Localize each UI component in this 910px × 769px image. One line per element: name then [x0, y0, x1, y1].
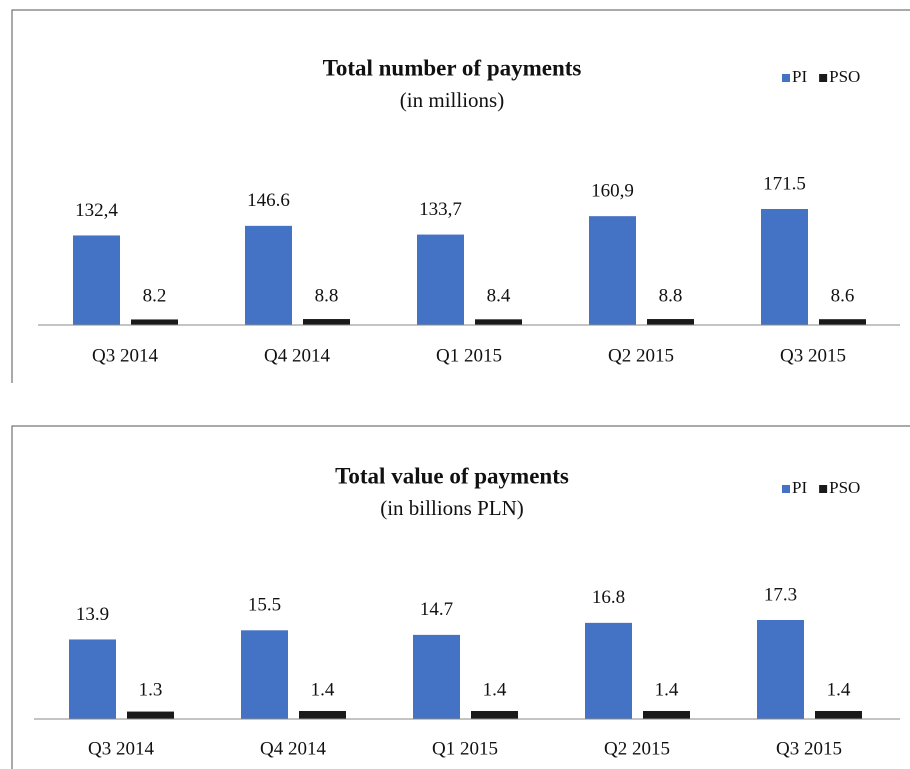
legend-swatch	[819, 485, 828, 493]
chart-subtitle: (in millions)	[400, 88, 504, 112]
x-tick-label: Q3 2015	[780, 345, 846, 366]
legend-label: PI	[792, 478, 807, 497]
data-label: 132,4	[75, 200, 118, 221]
data-label: 8.4	[487, 285, 511, 306]
data-label: 146.6	[247, 190, 290, 211]
bar	[69, 639, 116, 719]
bar	[413, 634, 460, 719]
x-tick-label: Q4 2014	[264, 345, 330, 366]
bar	[585, 622, 632, 719]
data-label: 8.2	[143, 285, 167, 306]
chart-title: Total value of payments	[335, 463, 569, 488]
bar	[761, 209, 808, 325]
x-tick-label: Q4 2014	[260, 738, 326, 759]
bar	[815, 710, 862, 719]
bar	[647, 319, 694, 325]
frame	[11, 425, 910, 769]
bar	[475, 319, 522, 325]
bar	[819, 319, 866, 325]
chart-title: Total number of payments	[323, 55, 582, 80]
bar	[241, 630, 288, 719]
data-label: 160,9	[591, 181, 634, 202]
data-label: 15.5	[248, 595, 281, 616]
data-label: 17.3	[764, 584, 797, 605]
bar	[73, 235, 120, 325]
x-tick-label: Q2 2015	[604, 738, 670, 759]
x-tick-label: Q1 2015	[436, 345, 502, 366]
data-label: 1.3	[139, 679, 163, 700]
bar	[303, 319, 350, 325]
legend-swatch	[782, 74, 790, 82]
data-label: 1.4	[655, 679, 679, 700]
bar	[757, 620, 804, 719]
x-tick-label: Q3 2014	[92, 345, 158, 366]
data-label: 8.6	[831, 285, 855, 306]
bar	[643, 710, 690, 719]
legend-swatch	[782, 485, 790, 493]
bar	[127, 711, 174, 719]
legend-label: PSO	[829, 67, 860, 86]
legend-label: PI	[792, 67, 807, 86]
x-tick-label: Q3 2015	[776, 738, 842, 759]
data-label: 1.4	[483, 679, 507, 700]
data-label: 1.4	[311, 679, 335, 700]
data-label: 8.8	[315, 285, 339, 306]
data-label: 133,7	[419, 199, 462, 220]
data-label: 1.4	[827, 679, 851, 700]
data-label: 14.7	[420, 599, 453, 620]
bar	[131, 319, 178, 325]
bar	[299, 710, 346, 719]
data-label: 171.5	[763, 173, 806, 194]
legend-swatch	[819, 74, 828, 82]
bar	[417, 234, 464, 325]
chart-subtitle: (in billions PLN)	[380, 496, 524, 520]
data-label: 8.8	[659, 285, 683, 306]
frame	[11, 9, 910, 383]
bar	[245, 225, 292, 325]
legend-label: PSO	[829, 478, 860, 497]
data-label: 13.9	[76, 604, 109, 625]
x-tick-label: Q1 2015	[432, 738, 498, 759]
bar	[471, 710, 518, 719]
bar	[589, 216, 636, 325]
x-tick-label: Q3 2014	[88, 738, 154, 759]
x-tick-label: Q2 2015	[608, 345, 674, 366]
data-label: 16.8	[592, 587, 625, 608]
